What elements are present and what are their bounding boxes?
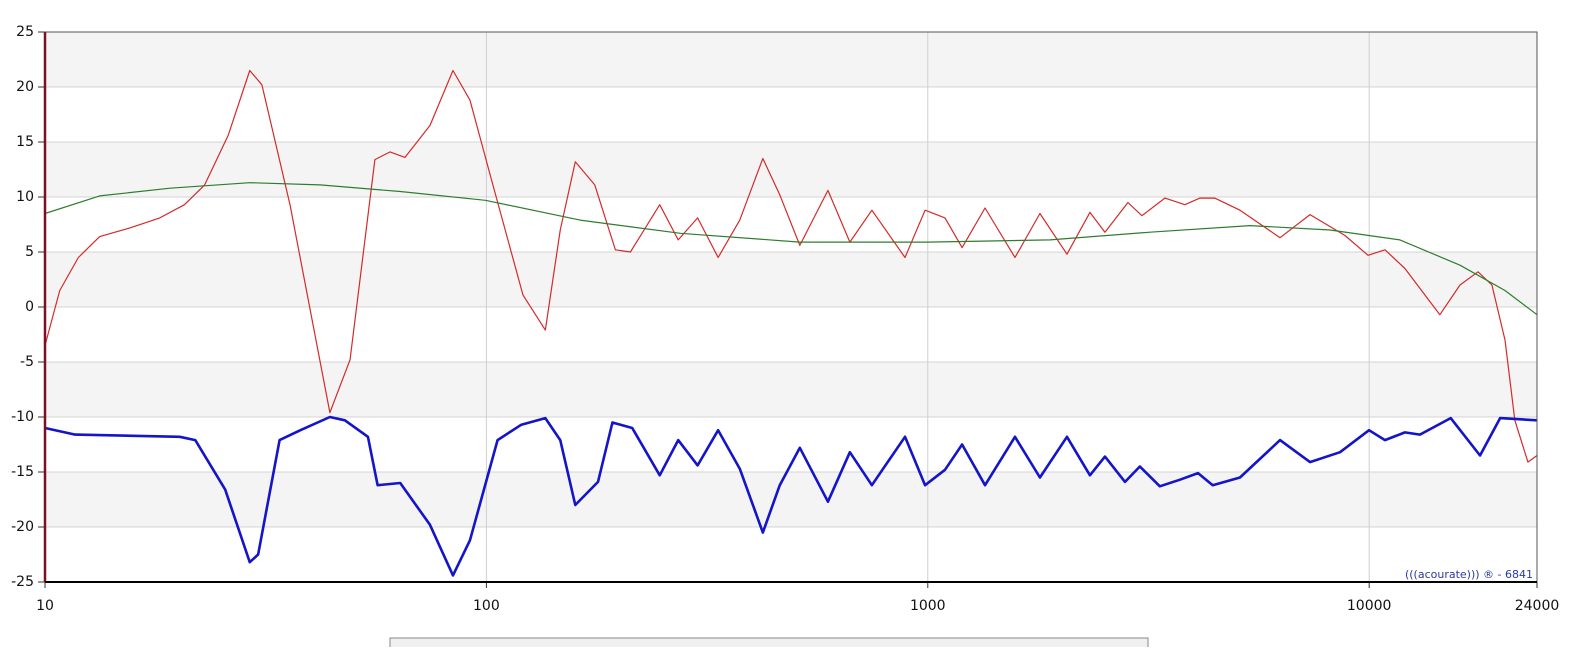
y-tick-label: 15: [16, 134, 34, 150]
watermark: (((acourate))) ® - 6841: [1405, 568, 1533, 581]
series-line: [44, 182, 1538, 316]
x-tick-label: 100: [473, 598, 500, 614]
band: [45, 472, 1537, 527]
band: [45, 142, 1537, 197]
band: [45, 307, 1537, 362]
y-tick-label: 20: [16, 79, 34, 95]
y-tick-label: -25: [11, 574, 34, 590]
y-tick-label: 10: [16, 189, 34, 205]
band: [45, 252, 1537, 307]
x-tick-label: 1000: [910, 598, 946, 614]
lines: [44, 69, 1538, 577]
x-tick-label: 10000: [1347, 598, 1392, 614]
scrollbar[interactable]: [389, 637, 1149, 651]
y-tick-label: 5: [25, 244, 34, 260]
band: [45, 362, 1537, 417]
x-tick-label: 10: [36, 598, 54, 614]
y-tick-label: 25: [16, 24, 34, 40]
x-tick-label: 24000: [1515, 598, 1560, 614]
y-tick-label: -15: [11, 464, 34, 480]
y-tick-label: -20: [11, 519, 34, 535]
y-tick-label: -5: [20, 354, 34, 370]
band: [45, 32, 1537, 87]
band: [45, 87, 1537, 142]
band: [45, 527, 1537, 582]
series-line: [44, 415, 1538, 577]
y-tick-label: 0: [25, 299, 34, 315]
y-tick-label: -10: [11, 409, 34, 425]
series-line: [44, 69, 1538, 463]
